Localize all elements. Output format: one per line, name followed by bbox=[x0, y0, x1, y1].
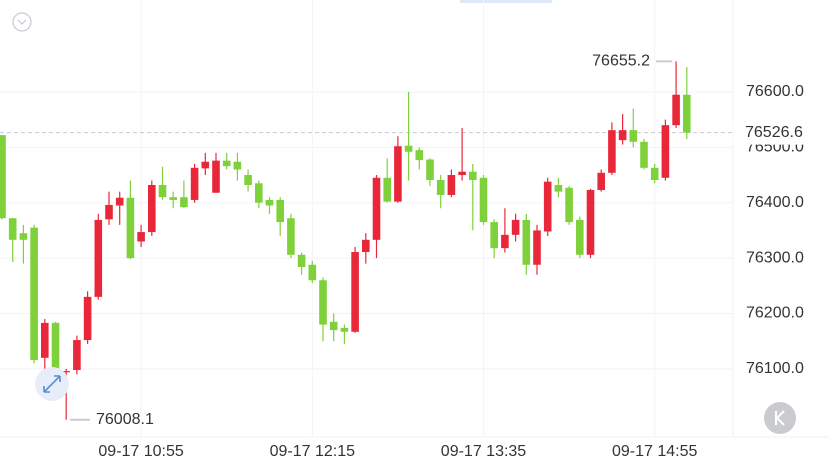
candle-body bbox=[565, 187, 573, 223]
high-label: 76655.2 bbox=[592, 53, 650, 70]
candle-body bbox=[83, 296, 92, 341]
y-tick-label: 76600.0 bbox=[746, 83, 804, 100]
last-price-label: 76526.6 bbox=[745, 124, 803, 141]
candle-body bbox=[126, 197, 135, 259]
collapse-glyph bbox=[775, 410, 785, 426]
candle-body bbox=[501, 234, 509, 249]
candle-body bbox=[201, 161, 210, 169]
candle-body bbox=[30, 227, 38, 361]
y-tick-label: 76300.0 bbox=[746, 249, 804, 266]
candle-body bbox=[169, 197, 177, 200]
candle-body bbox=[404, 145, 413, 152]
candle-body bbox=[458, 171, 466, 176]
candle-body bbox=[41, 322, 49, 358]
dropdown-arrow bbox=[17, 19, 27, 25]
candle-body bbox=[51, 322, 60, 375]
candle-body bbox=[73, 340, 81, 370]
candle-body bbox=[650, 167, 659, 181]
candle-body bbox=[351, 252, 359, 332]
top-tab bbox=[460, 0, 552, 3]
dropdown-circle bbox=[12, 12, 32, 32]
candle-body bbox=[297, 254, 306, 267]
candle-body bbox=[618, 130, 627, 141]
candle-body bbox=[8, 218, 17, 240]
collapse-circle bbox=[764, 402, 796, 434]
candle-body bbox=[276, 199, 284, 223]
candle-body bbox=[62, 371, 70, 373]
candle-body bbox=[672, 94, 680, 126]
candle-body bbox=[105, 204, 113, 220]
candle-body bbox=[629, 130, 638, 142]
candle-body bbox=[137, 232, 145, 242]
expand-icon[interactable] bbox=[35, 367, 69, 401]
x-tick-label: 09-17 12:15 bbox=[270, 443, 356, 460]
candle-body bbox=[222, 160, 231, 167]
y-tick-label: 76200.0 bbox=[746, 305, 804, 322]
candle-body bbox=[394, 146, 402, 202]
candle-body bbox=[372, 177, 381, 240]
candle-body bbox=[426, 159, 434, 181]
candle-body bbox=[329, 321, 338, 331]
candle-body bbox=[0, 135, 6, 219]
candle-body bbox=[19, 233, 28, 240]
x-tick-label: 09-17 13:35 bbox=[441, 443, 527, 460]
x-tick-label: 09-17 10:55 bbox=[98, 443, 184, 460]
candle-body bbox=[287, 218, 295, 255]
candle-body bbox=[180, 197, 188, 208]
candle-body bbox=[383, 177, 391, 202]
candle-body bbox=[415, 150, 424, 161]
collapse-button[interactable] bbox=[764, 402, 796, 434]
expand-arrows bbox=[43, 375, 61, 393]
candle-body bbox=[115, 197, 124, 206]
candle-body bbox=[469, 171, 477, 181]
candle-body bbox=[148, 184, 156, 233]
candle-body bbox=[576, 219, 584, 255]
low-label: 76008.1 bbox=[96, 411, 154, 428]
candle-body bbox=[244, 175, 252, 185]
candle-body bbox=[190, 167, 199, 200]
x-tick-label: 09-17 14:55 bbox=[612, 443, 698, 460]
candle-body bbox=[319, 280, 327, 325]
candle-body bbox=[158, 184, 167, 198]
candle-body bbox=[255, 183, 263, 203]
candle-body bbox=[608, 130, 616, 173]
dropdown-icon[interactable] bbox=[12, 12, 32, 32]
candle-body bbox=[94, 219, 103, 297]
candle-body bbox=[233, 161, 242, 170]
y-tick-label: 76100.0 bbox=[746, 360, 804, 377]
candle-body bbox=[554, 184, 563, 192]
candle-body bbox=[436, 180, 445, 195]
last-price-badge bbox=[733, 120, 829, 145]
candle-body bbox=[362, 239, 370, 253]
candle-body bbox=[640, 141, 648, 168]
candle-body bbox=[683, 94, 691, 133]
candle-body bbox=[490, 222, 498, 249]
candle-body bbox=[511, 219, 520, 235]
candle-body bbox=[447, 175, 456, 195]
y-tick-label: 76400.0 bbox=[746, 194, 804, 211]
candle-body bbox=[533, 230, 541, 265]
candle-body bbox=[265, 199, 274, 206]
candle-body bbox=[212, 160, 220, 193]
candle-body bbox=[479, 177, 488, 223]
candle-body bbox=[340, 327, 349, 332]
candle-body bbox=[522, 219, 531, 265]
candle-body bbox=[543, 181, 552, 232]
candle-body bbox=[661, 125, 670, 178]
candle-body bbox=[308, 264, 317, 281]
candle-body bbox=[597, 172, 605, 190]
candle-body bbox=[586, 189, 595, 255]
